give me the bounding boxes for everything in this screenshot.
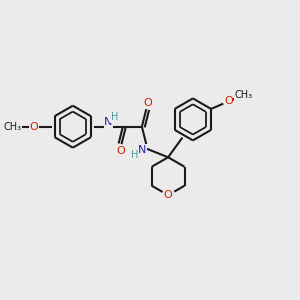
- Text: N: N: [104, 117, 112, 127]
- Text: H: H: [131, 150, 139, 160]
- Text: H: H: [110, 112, 118, 122]
- Text: CH₃: CH₃: [3, 122, 22, 132]
- Text: O: O: [164, 190, 172, 200]
- Text: O: O: [29, 122, 38, 132]
- Text: CH₃: CH₃: [235, 91, 253, 100]
- Text: N: N: [138, 145, 146, 155]
- Text: O: O: [143, 98, 152, 108]
- Text: O: O: [116, 146, 125, 156]
- Text: O: O: [224, 96, 233, 106]
